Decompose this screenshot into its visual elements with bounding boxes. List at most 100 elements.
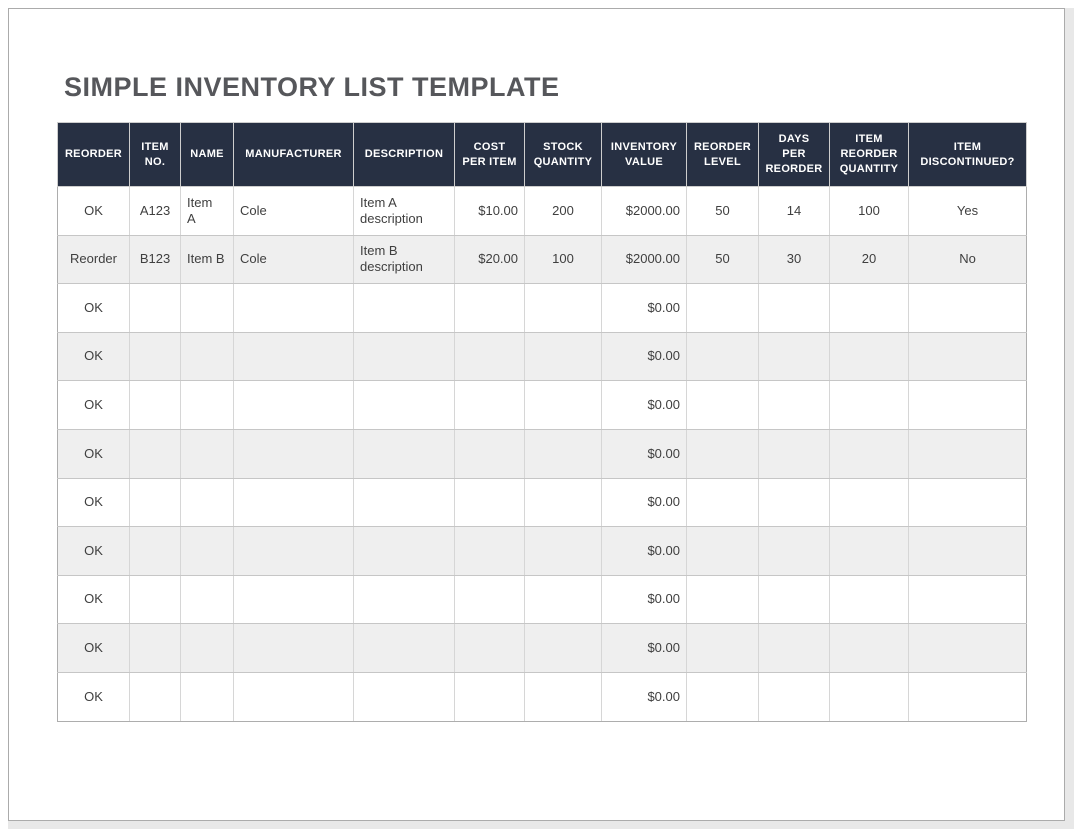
cell-cost_per_item[interactable] [454, 526, 525, 576]
cell-item_no[interactable] [129, 380, 181, 430]
cell-cost_per_item[interactable]: $20.00 [454, 234, 525, 285]
cell-days_per_reorder[interactable] [758, 526, 830, 576]
cell-stock_quantity[interactable] [524, 526, 602, 576]
cell-item_discontinued[interactable] [908, 526, 1027, 576]
cell-manufacturer[interactable] [233, 477, 354, 528]
cell-days_per_reorder[interactable]: 14 [758, 186, 830, 236]
cell-reorder_level[interactable] [686, 623, 759, 673]
cell-reorder_level[interactable] [686, 331, 759, 382]
cell-item_discontinued[interactable] [908, 671, 1027, 722]
cell-reorder_level[interactable] [686, 283, 759, 333]
cell-item_reorder_quantity[interactable] [829, 526, 909, 576]
cell-reorder[interactable]: OK [57, 477, 130, 528]
cell-name[interactable] [180, 428, 234, 479]
cell-description[interactable] [353, 671, 455, 722]
cell-reorder[interactable]: OK [57, 623, 130, 673]
cell-reorder_level[interactable] [686, 428, 759, 479]
cell-reorder_level[interactable] [686, 477, 759, 528]
cell-reorder[interactable]: OK [57, 428, 130, 479]
cell-inventory_value[interactable]: $0.00 [601, 380, 687, 430]
cell-cost_per_item[interactable] [454, 331, 525, 382]
cell-name[interactable] [180, 526, 234, 576]
cell-description[interactable]: Item A description [353, 186, 455, 236]
cell-item_no[interactable] [129, 428, 181, 479]
cell-stock_quantity[interactable] [524, 574, 602, 625]
cell-stock_quantity[interactable]: 100 [524, 234, 602, 285]
cell-stock_quantity[interactable] [524, 283, 602, 333]
cell-item_no[interactable] [129, 623, 181, 673]
cell-days_per_reorder[interactable] [758, 380, 830, 430]
cell-reorder[interactable]: OK [57, 380, 130, 430]
cell-name[interactable] [180, 380, 234, 430]
cell-cost_per_item[interactable]: $10.00 [454, 186, 525, 236]
cell-reorder[interactable]: Reorder [57, 234, 130, 285]
cell-description[interactable] [353, 526, 455, 576]
cell-reorder_level[interactable] [686, 526, 759, 576]
cell-name[interactable] [180, 671, 234, 722]
cell-inventory_value[interactable]: $0.00 [601, 671, 687, 722]
cell-manufacturer[interactable] [233, 526, 354, 576]
cell-inventory_value[interactable]: $2000.00 [601, 186, 687, 236]
cell-inventory_value[interactable]: $0.00 [601, 283, 687, 333]
cell-item_reorder_quantity[interactable] [829, 623, 909, 673]
cell-item_no[interactable] [129, 331, 181, 382]
cell-reorder_level[interactable] [686, 380, 759, 430]
cell-reorder_level[interactable] [686, 574, 759, 625]
cell-item_discontinued[interactable] [908, 574, 1027, 625]
cell-inventory_value[interactable]: $0.00 [601, 331, 687, 382]
cell-cost_per_item[interactable] [454, 283, 525, 333]
cell-item_reorder_quantity[interactable] [829, 574, 909, 625]
cell-item_no[interactable] [129, 477, 181, 528]
cell-item_no[interactable] [129, 526, 181, 576]
cell-reorder[interactable]: OK [57, 574, 130, 625]
cell-item_reorder_quantity[interactable]: 100 [829, 186, 909, 236]
cell-item_no[interactable] [129, 574, 181, 625]
cell-description[interactable] [353, 380, 455, 430]
cell-stock_quantity[interactable] [524, 477, 602, 528]
cell-item_no[interactable] [129, 671, 181, 722]
cell-name[interactable] [180, 623, 234, 673]
cell-item_reorder_quantity[interactable] [829, 671, 909, 722]
cell-description[interactable] [353, 477, 455, 528]
cell-inventory_value[interactable]: $0.00 [601, 428, 687, 479]
cell-description[interactable] [353, 331, 455, 382]
cell-item_discontinued[interactable]: No [908, 234, 1027, 285]
cell-name[interactable] [180, 574, 234, 625]
cell-item_reorder_quantity[interactable] [829, 477, 909, 528]
cell-manufacturer[interactable]: Cole [233, 186, 354, 236]
cell-item_no[interactable] [129, 283, 181, 333]
cell-manufacturer[interactable] [233, 380, 354, 430]
cell-item_discontinued[interactable] [908, 283, 1027, 333]
cell-manufacturer[interactable] [233, 623, 354, 673]
cell-reorder[interactable]: OK [57, 526, 130, 576]
cell-description[interactable] [353, 623, 455, 673]
cell-name[interactable]: Item A [180, 186, 234, 236]
cell-name[interactable]: Item B [180, 234, 234, 285]
cell-item_reorder_quantity[interactable] [829, 283, 909, 333]
cell-item_discontinued[interactable] [908, 428, 1027, 479]
cell-reorder[interactable]: OK [57, 186, 130, 236]
cell-item_discontinued[interactable] [908, 623, 1027, 673]
cell-reorder[interactable]: OK [57, 671, 130, 722]
cell-days_per_reorder[interactable]: 30 [758, 234, 830, 285]
cell-name[interactable] [180, 331, 234, 382]
cell-stock_quantity[interactable] [524, 623, 602, 673]
cell-inventory_value[interactable]: $0.00 [601, 574, 687, 625]
cell-item_no[interactable]: A123 [129, 186, 181, 236]
cell-item_discontinued[interactable]: Yes [908, 186, 1027, 236]
cell-stock_quantity[interactable] [524, 380, 602, 430]
cell-reorder_level[interactable]: 50 [686, 186, 759, 236]
cell-inventory_value[interactable]: $0.00 [601, 623, 687, 673]
cell-description[interactable] [353, 283, 455, 333]
cell-inventory_value[interactable]: $0.00 [601, 526, 687, 576]
cell-cost_per_item[interactable] [454, 428, 525, 479]
cell-item_reorder_quantity[interactable] [829, 331, 909, 382]
cell-days_per_reorder[interactable] [758, 623, 830, 673]
cell-reorder[interactable]: OK [57, 331, 130, 382]
cell-description[interactable] [353, 574, 455, 625]
cell-cost_per_item[interactable] [454, 623, 525, 673]
cell-days_per_reorder[interactable] [758, 477, 830, 528]
cell-stock_quantity[interactable] [524, 331, 602, 382]
cell-item_reorder_quantity[interactable] [829, 428, 909, 479]
cell-item_reorder_quantity[interactable]: 20 [829, 234, 909, 285]
